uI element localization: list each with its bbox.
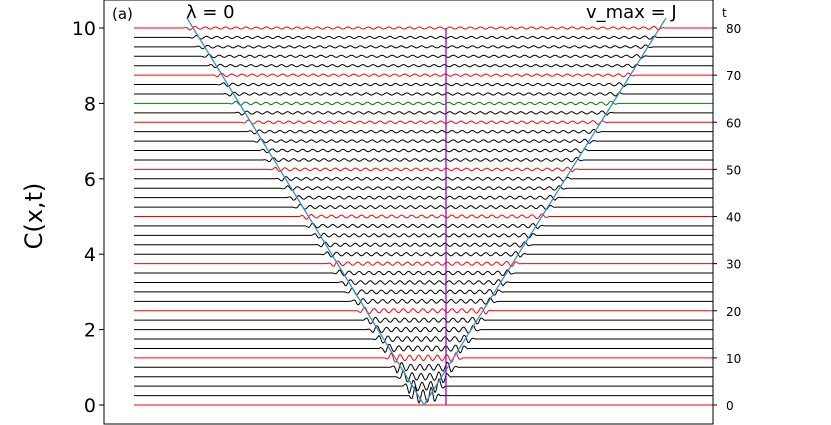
annotation-right: v_max = J — [586, 2, 677, 23]
series-line-t-10 — [134, 352, 713, 363]
series-line-t-22 — [134, 297, 713, 306]
series-line-t-66 — [134, 91, 713, 97]
plot-frame — [103, 0, 714, 425]
series-line-t-56 — [134, 138, 713, 144]
series-line-t-58 — [134, 128, 713, 135]
series-line-t-44 — [134, 194, 713, 201]
series-line-t-2 — [134, 385, 713, 405]
series-line-t-12 — [134, 343, 713, 354]
annotation-left-text: λ = 0 — [186, 2, 235, 23]
t-tick-label: 30 — [726, 258, 741, 272]
light-cone-left — [186, 17, 425, 406]
panel-label: (a) — [112, 5, 133, 23]
series-line-t-74 — [134, 53, 713, 59]
series-line-t-20 — [134, 306, 713, 315]
t-tick-label: 0 — [726, 399, 734, 413]
series-line-t-30 — [134, 260, 713, 268]
t-tick-label: 80 — [726, 22, 741, 36]
series-line-t-42 — [134, 203, 713, 211]
series-line-t-26 — [134, 279, 713, 287]
series-line-t-38 — [134, 222, 713, 229]
series-line-t-8 — [134, 361, 713, 374]
series-line-t-14 — [134, 334, 713, 344]
series-line-t-60 — [134, 119, 713, 125]
t-axis-ticks: 0 10 20 30 40 50 60 70 80 — [713, 22, 741, 413]
series-line-t-48 — [134, 176, 713, 182]
y-tick-label: 4 — [84, 244, 96, 266]
y-axis-ticks: 0 2 4 6 8 10 — [72, 18, 104, 417]
series-line-t-72 — [134, 63, 713, 69]
series-line-t-80 — [134, 25, 713, 31]
curves-group — [134, 25, 713, 406]
series-line-t-18 — [134, 316, 713, 325]
series-line-t-70 — [134, 72, 713, 78]
series-line-t-24 — [134, 287, 713, 296]
t-tick-label: 20 — [726, 305, 741, 319]
y-tick-label: 0 — [84, 395, 96, 417]
series-line-t-68 — [134, 82, 713, 88]
light-cone-right — [423, 17, 667, 406]
y-tick-label: 10 — [72, 18, 96, 40]
series-line-t-4 — [134, 377, 713, 395]
series-line-t-54 — [134, 148, 713, 154]
series-line-t-28 — [134, 269, 713, 277]
series-line-t-36 — [134, 232, 713, 239]
series-line-t-78 — [134, 34, 713, 40]
series-line-t-32 — [134, 251, 713, 258]
y-tick-label: 6 — [84, 169, 96, 191]
t-tick-label: 70 — [726, 69, 741, 83]
series-line-t-62 — [134, 110, 713, 116]
t-tick-label: 60 — [726, 116, 741, 130]
y-tick-label: 8 — [84, 93, 96, 115]
series-line-t-52 — [134, 157, 713, 163]
series-line-t-64 — [134, 100, 713, 106]
series-line-t-16 — [134, 324, 713, 334]
y-tick-label: 2 — [84, 320, 96, 342]
series-line-t-76 — [134, 44, 713, 50]
t-tick-label: 40 — [726, 211, 741, 225]
t-axis-label: t — [722, 6, 727, 20]
series-line-t-50 — [134, 166, 713, 173]
t-tick-label: 50 — [726, 163, 741, 177]
series-line-t-40 — [134, 213, 713, 220]
annotation-left: λ = 0 — [186, 2, 235, 23]
t-tick-label: 10 — [726, 352, 741, 366]
series-line-t-34 — [134, 241, 713, 248]
y-axis-label: C(x,t) — [20, 183, 48, 250]
annotation-right-text: v_max = J — [586, 2, 677, 23]
series-line-t-46 — [134, 185, 713, 191]
series-line-t-6 — [134, 369, 713, 384]
